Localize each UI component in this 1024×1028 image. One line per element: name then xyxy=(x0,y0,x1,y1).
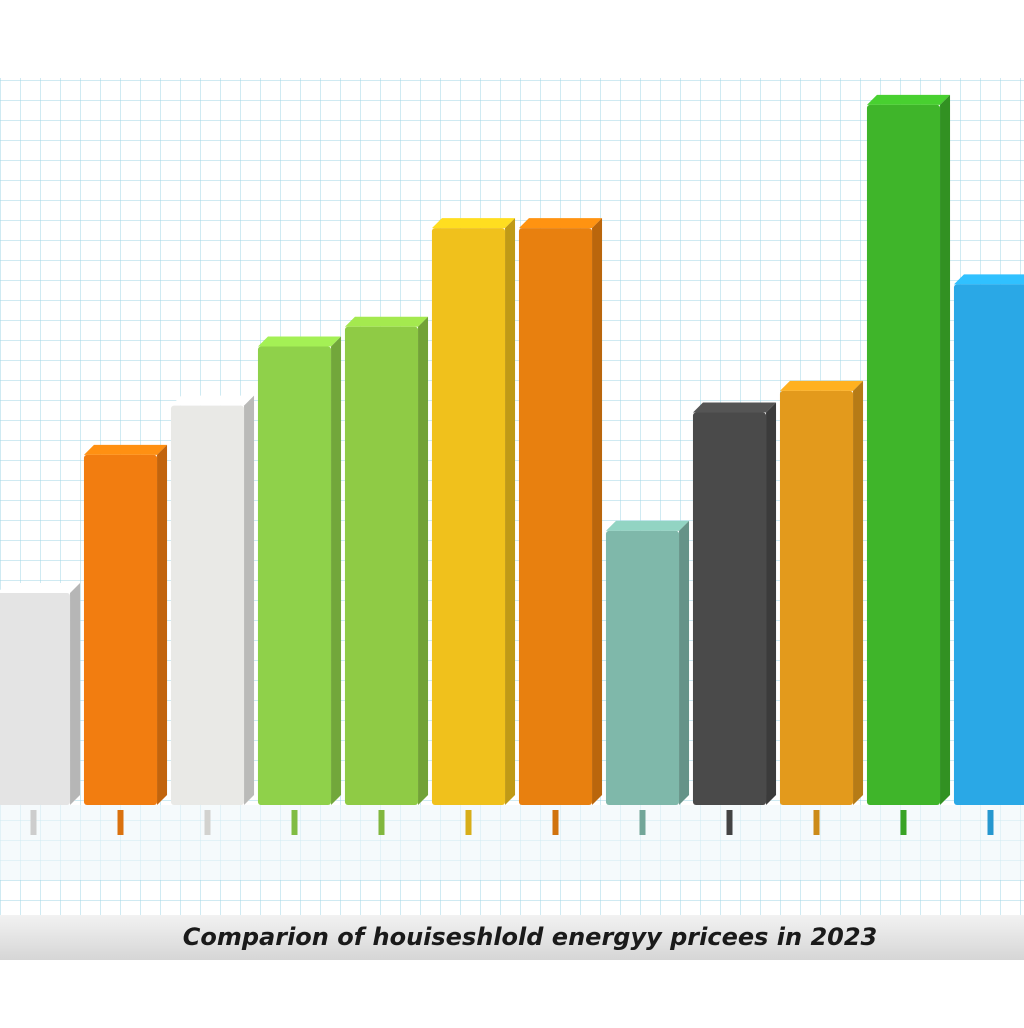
bar-top xyxy=(692,402,777,413)
bar xyxy=(257,346,332,805)
bar-top xyxy=(344,316,429,327)
bar-top xyxy=(779,380,864,391)
bar xyxy=(170,405,245,805)
bar xyxy=(83,454,158,805)
bar xyxy=(344,326,419,805)
bar-top xyxy=(518,218,603,229)
bar-side xyxy=(331,336,342,805)
bar xyxy=(431,228,506,805)
title-band xyxy=(0,915,1024,960)
bar-top xyxy=(431,218,516,229)
bar-side xyxy=(679,520,690,805)
bar-side xyxy=(157,444,168,805)
bars xyxy=(0,94,1024,835)
bar-top xyxy=(866,94,951,105)
bar-top xyxy=(953,274,1024,285)
bar xyxy=(0,592,71,805)
bar-top xyxy=(170,395,255,406)
chart-title: Comparion of houiseshlold energyy pricee… xyxy=(183,923,878,951)
bar xyxy=(605,530,680,805)
bar xyxy=(692,412,767,805)
bar-top xyxy=(83,444,168,455)
bar-top xyxy=(0,582,81,593)
bar-side xyxy=(70,582,81,805)
bar xyxy=(779,390,854,805)
bar-side xyxy=(766,402,777,805)
bar-side xyxy=(853,380,864,805)
bar-top xyxy=(605,520,690,531)
bar-side xyxy=(244,395,255,805)
bar-side xyxy=(418,316,429,805)
bar-top xyxy=(257,336,342,347)
bar-side xyxy=(505,218,516,805)
bar xyxy=(866,104,941,806)
bar-side xyxy=(592,218,603,805)
floor xyxy=(0,805,1024,880)
bar-side xyxy=(940,94,951,806)
bar xyxy=(518,228,593,805)
bar xyxy=(953,284,1024,805)
